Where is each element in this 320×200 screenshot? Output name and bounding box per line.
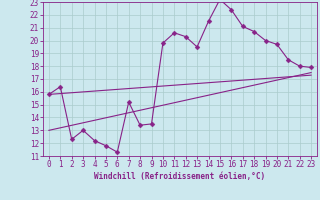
X-axis label: Windchill (Refroidissement éolien,°C): Windchill (Refroidissement éolien,°C) (94, 172, 266, 181)
